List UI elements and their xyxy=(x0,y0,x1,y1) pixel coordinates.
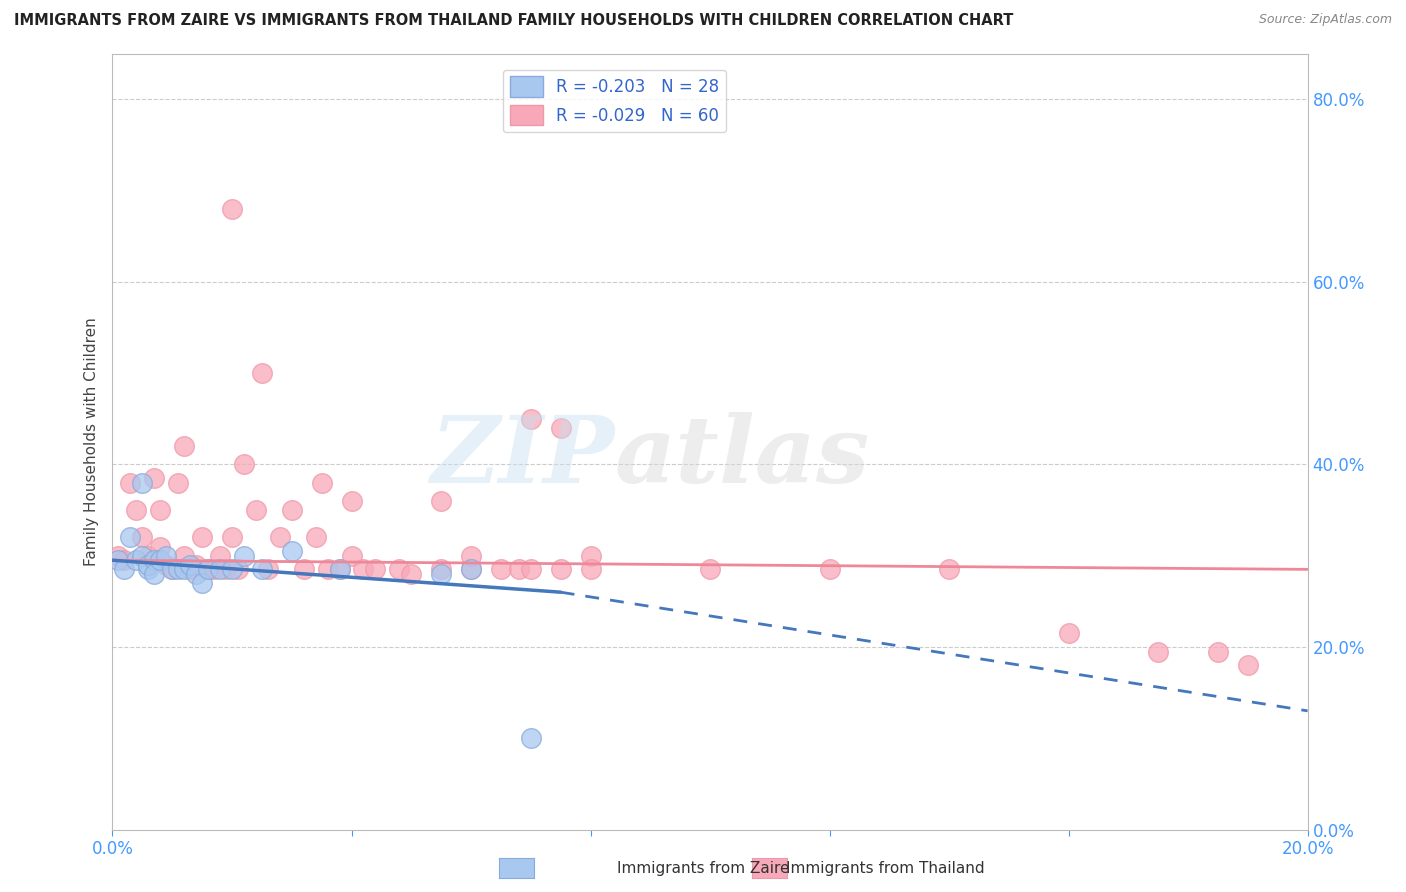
Point xyxy=(1237,658,1260,673)
Point xyxy=(699,562,721,576)
Point xyxy=(257,562,280,576)
Point xyxy=(173,549,195,563)
Point xyxy=(311,475,333,490)
Point xyxy=(250,562,273,576)
Point xyxy=(388,562,411,576)
Point xyxy=(430,562,453,576)
Point xyxy=(179,558,201,572)
Point xyxy=(131,475,153,490)
Point xyxy=(186,566,208,581)
Point xyxy=(114,562,135,576)
Point xyxy=(292,562,315,576)
Point xyxy=(215,562,238,576)
Legend: R = -0.203   N = 28, R = -0.029   N = 60: R = -0.203 N = 28, R = -0.029 N = 60 xyxy=(503,70,725,132)
Point xyxy=(430,566,453,581)
Point xyxy=(209,549,232,563)
Point xyxy=(250,366,273,380)
Text: Source: ZipAtlas.com: Source: ZipAtlas.com xyxy=(1258,13,1392,27)
Point xyxy=(340,494,363,508)
Point xyxy=(125,503,148,517)
Point xyxy=(173,562,195,576)
Point xyxy=(550,421,572,435)
Point xyxy=(353,562,375,576)
Point xyxy=(329,562,352,576)
Point xyxy=(269,530,291,544)
Point xyxy=(107,553,129,567)
Point xyxy=(167,475,190,490)
Point xyxy=(197,562,219,576)
Point xyxy=(155,558,177,572)
Point xyxy=(245,503,267,517)
Point xyxy=(143,566,166,581)
Point xyxy=(233,458,256,472)
Point xyxy=(149,503,172,517)
Point xyxy=(520,411,543,425)
Point xyxy=(329,562,352,576)
Point xyxy=(579,562,602,576)
Point xyxy=(364,562,387,576)
Point xyxy=(221,562,243,576)
Point xyxy=(550,562,572,576)
Point xyxy=(1206,644,1229,658)
Y-axis label: Family Households with Children: Family Households with Children xyxy=(83,318,98,566)
Point xyxy=(120,475,142,490)
Point xyxy=(305,530,328,544)
Point xyxy=(173,439,195,453)
Point xyxy=(579,549,602,563)
Text: Immigrants from Zaire: Immigrants from Zaire xyxy=(617,861,789,876)
Point xyxy=(138,558,160,572)
Point xyxy=(138,562,160,576)
Point xyxy=(107,549,129,563)
Point xyxy=(1057,626,1080,640)
Point xyxy=(202,562,225,576)
Point xyxy=(233,549,256,563)
Point xyxy=(149,553,172,567)
Point xyxy=(281,503,304,517)
Point xyxy=(125,553,148,567)
Point xyxy=(167,562,190,576)
Point xyxy=(186,558,208,572)
Point xyxy=(460,562,482,576)
Point xyxy=(143,471,166,485)
Point xyxy=(460,562,482,576)
Point xyxy=(155,549,177,563)
Point xyxy=(508,562,530,576)
Point xyxy=(209,562,232,576)
Point xyxy=(430,494,453,508)
Text: ZIP: ZIP xyxy=(430,412,614,502)
Point xyxy=(1147,644,1170,658)
Point xyxy=(316,562,339,576)
Point xyxy=(191,530,214,544)
Point xyxy=(114,553,135,567)
Point xyxy=(179,562,201,576)
Point xyxy=(221,202,243,216)
Point xyxy=(149,540,172,554)
Point xyxy=(818,562,841,576)
Point xyxy=(120,530,142,544)
Point xyxy=(131,530,153,544)
Point xyxy=(197,562,219,576)
Text: Immigrants from Thailand: Immigrants from Thailand xyxy=(786,861,986,876)
Text: atlas: atlas xyxy=(614,412,870,502)
Point xyxy=(460,549,482,563)
Point xyxy=(162,562,183,576)
Point xyxy=(226,562,249,576)
Point xyxy=(143,553,166,567)
Point xyxy=(191,576,214,591)
Point xyxy=(162,562,183,576)
Point xyxy=(938,562,960,576)
Point xyxy=(401,566,423,581)
Point xyxy=(520,562,543,576)
Point xyxy=(221,530,243,544)
Point xyxy=(520,731,543,746)
Point xyxy=(340,549,363,563)
Point xyxy=(131,549,153,563)
Point xyxy=(489,562,512,576)
Point xyxy=(281,544,304,558)
Point xyxy=(138,549,160,563)
Text: IMMIGRANTS FROM ZAIRE VS IMMIGRANTS FROM THAILAND FAMILY HOUSEHOLDS WITH CHILDRE: IMMIGRANTS FROM ZAIRE VS IMMIGRANTS FROM… xyxy=(14,13,1014,29)
